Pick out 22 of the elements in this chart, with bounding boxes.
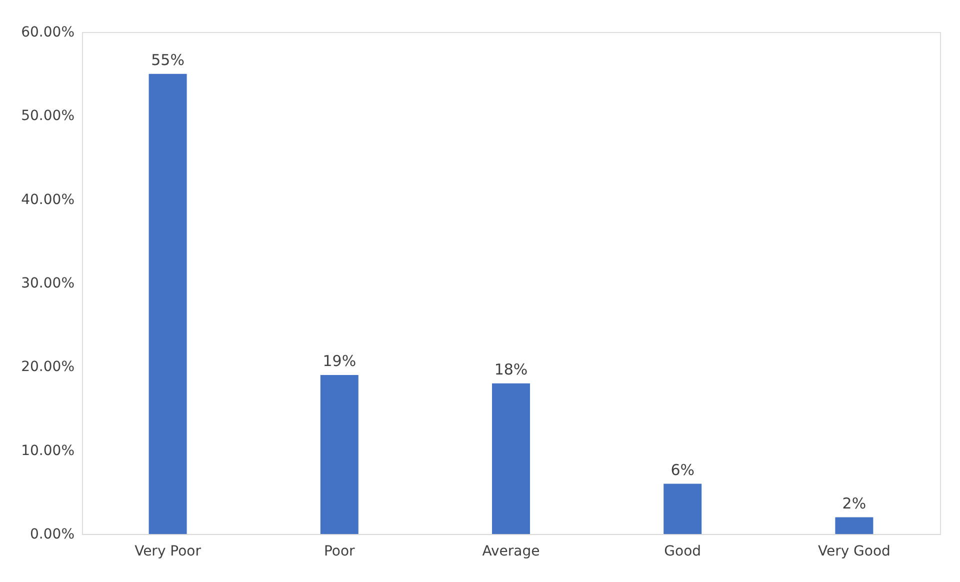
data-label: 6% (670, 460, 694, 479)
bar (835, 517, 874, 534)
y-tick-label: 40.00% (21, 192, 74, 208)
x-tick-label: Good (664, 544, 702, 560)
y-tick-label: 20.00% (21, 359, 74, 376)
x-tick-label: Average (482, 544, 540, 560)
data-label: 55% (151, 50, 184, 69)
bar (320, 375, 358, 534)
y-tick-label: 0.00% (30, 526, 74, 542)
y-tick-label: 50.00% (21, 108, 74, 124)
x-tick-label: Very Poor (134, 544, 202, 560)
data-label: 2% (842, 494, 866, 512)
bar (664, 484, 702, 534)
y-tick-label: 60.00% (21, 24, 74, 40)
y-tick-label: 10.00% (21, 442, 74, 459)
bar (492, 383, 530, 534)
data-label: 19% (322, 352, 356, 370)
bar (148, 74, 187, 534)
x-tick-label: Poor (324, 544, 356, 560)
x-tick-label: Very Good (818, 544, 890, 560)
data-label: 18% (494, 360, 528, 378)
y-tick-label: 30.00% (21, 276, 74, 292)
